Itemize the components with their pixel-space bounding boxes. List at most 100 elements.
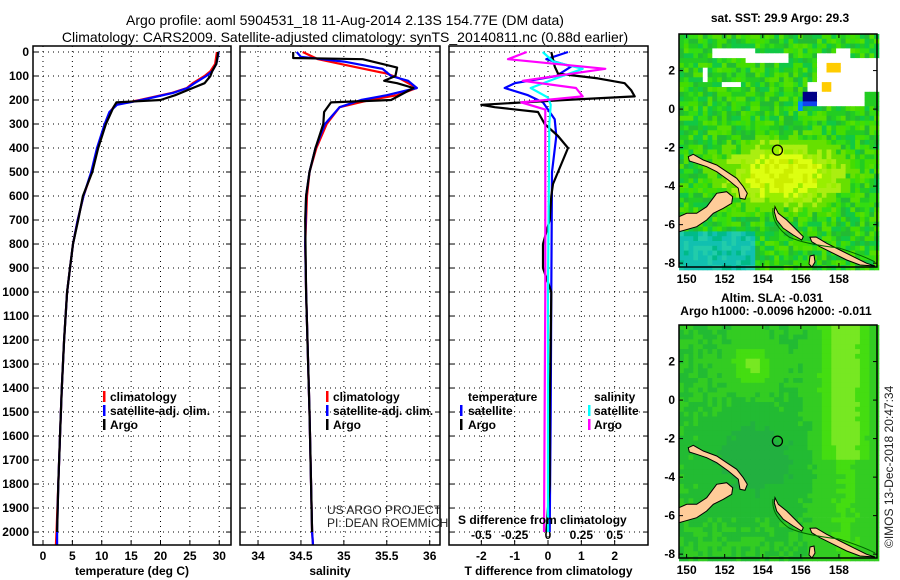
map-cell [774, 183, 780, 189]
map-cell [802, 173, 808, 179]
map-cell [836, 373, 842, 379]
map-cell [717, 216, 723, 223]
map-cell [745, 212, 751, 218]
map-cell [702, 358, 708, 364]
map-cell [745, 183, 751, 189]
map-cell [779, 226, 785, 232]
map-cell [693, 527, 699, 533]
map-cell [817, 445, 823, 451]
map-cell [755, 173, 761, 179]
map-cell [802, 43, 808, 49]
sla-field [679, 325, 880, 562]
map-cell [740, 164, 747, 170]
map-cell [821, 349, 827, 355]
map-cell [702, 130, 708, 136]
map-cell [736, 397, 742, 403]
map-cell [740, 130, 747, 136]
map-cell [764, 120, 770, 126]
map-cell [745, 430, 751, 437]
map-cell [812, 358, 818, 364]
map-cell [802, 120, 808, 126]
map-cell [712, 421, 718, 427]
map-cell [707, 483, 713, 490]
map-cell [750, 173, 756, 179]
map-cell [831, 527, 837, 533]
s-diff-tick-label: -0.5 [471, 528, 492, 542]
map-cell [679, 101, 685, 107]
map-cell [731, 72, 737, 78]
map-cell [693, 373, 699, 379]
map-cell [721, 236, 727, 242]
map-cell [750, 38, 756, 44]
map-cell [759, 532, 766, 538]
map-cell [759, 197, 766, 203]
map-cell [750, 416, 756, 422]
map-cell [821, 53, 827, 59]
map-cell [759, 241, 766, 247]
map-cell [793, 507, 799, 514]
map-cell [817, 250, 823, 256]
map-cell [755, 344, 761, 350]
map-cell [683, 406, 689, 412]
map-cell [759, 115, 766, 121]
map-cell [764, 483, 770, 490]
map-cell [788, 455, 794, 461]
map-cell [859, 96, 866, 102]
map-cell [774, 329, 780, 335]
map-cell [755, 82, 761, 88]
map-cell [679, 154, 685, 160]
map-cell [774, 202, 780, 208]
map-cell [693, 130, 699, 136]
map-cell [750, 455, 756, 461]
map-cell [688, 125, 694, 131]
map-cell [750, 120, 756, 126]
map-cell [740, 382, 747, 388]
map-cell [712, 87, 718, 93]
map-cell [826, 329, 832, 335]
map-cell [731, 378, 737, 384]
legend-label: Argo [594, 418, 622, 432]
map-cell [717, 139, 723, 146]
map-cell [826, 101, 832, 107]
map-cell [859, 411, 866, 417]
map-cell [683, 493, 689, 499]
map-cell [850, 363, 856, 369]
map-cell [712, 236, 718, 242]
map-cell [755, 426, 761, 432]
legend-label: Argo [110, 418, 138, 432]
map-cell [802, 430, 808, 437]
map-cell [717, 402, 723, 408]
map-cell [721, 382, 727, 388]
map-cell [817, 450, 823, 456]
map-cell [793, 426, 799, 432]
depth-tick-label: 1000 [2, 285, 29, 299]
map-cell [869, 197, 875, 203]
map-cell [817, 87, 823, 93]
map-cell [807, 392, 813, 398]
map-cell [855, 536, 861, 542]
map-cell [679, 164, 685, 170]
map-cell [755, 58, 761, 64]
map-cell [726, 406, 732, 412]
map-cell [798, 488, 804, 494]
map-cell [836, 144, 842, 150]
legend-swatch-t-satellite [460, 405, 463, 416]
map-cell [717, 344, 723, 350]
map-cell [864, 426, 870, 432]
map-cell [793, 72, 799, 78]
map-cell [783, 48, 789, 54]
map-cell [759, 464, 766, 470]
map-cell [736, 48, 742, 54]
map-cell [869, 512, 875, 518]
map-cell [788, 96, 794, 102]
map-cell [712, 58, 718, 64]
map-cell [793, 368, 799, 374]
map-cell [821, 226, 827, 232]
map-cell [855, 96, 861, 102]
map-cell [788, 325, 794, 331]
map-cell [745, 368, 751, 374]
map-cell [707, 373, 713, 379]
map-cell [845, 67, 851, 73]
map-cell [859, 474, 866, 480]
map-cell [779, 173, 785, 179]
